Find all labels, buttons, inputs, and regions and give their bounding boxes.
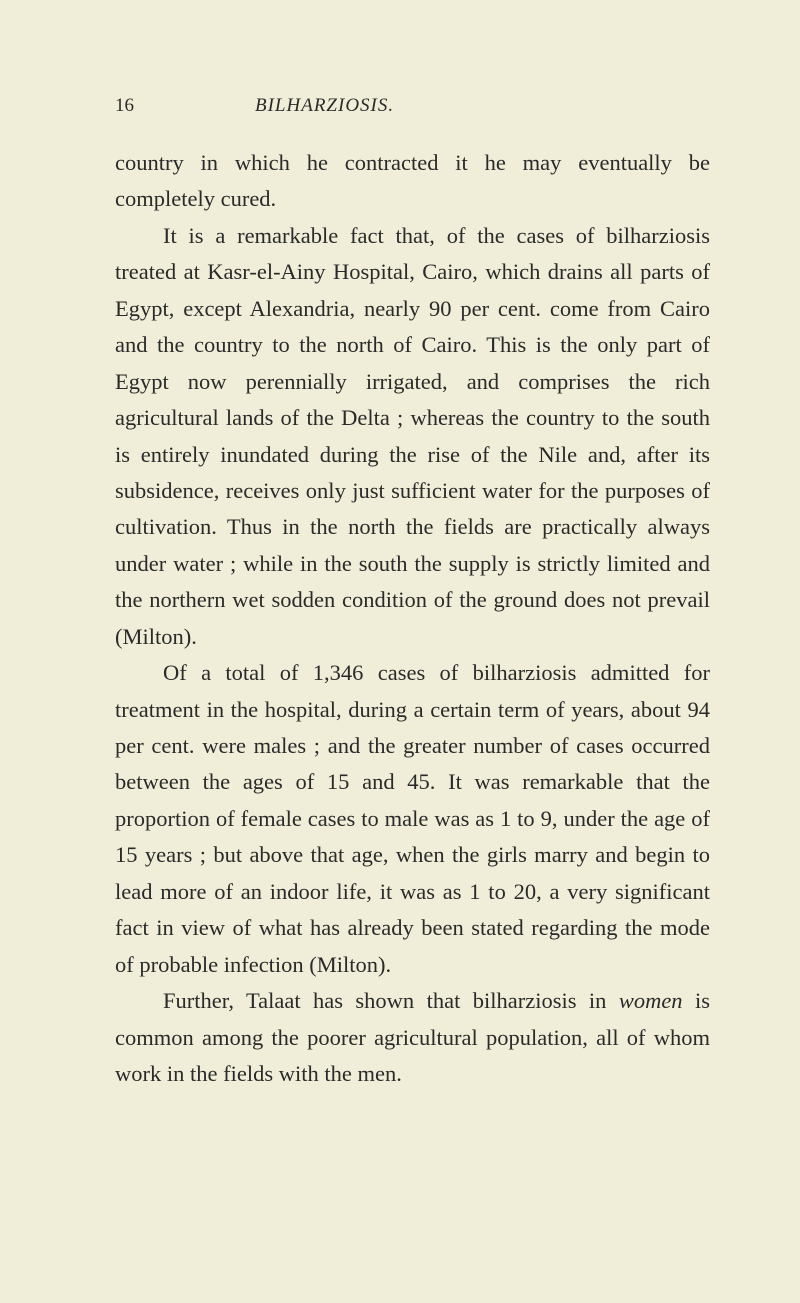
p4-prefix: Further, Talaat has shown that bilharzio… bbox=[163, 988, 619, 1013]
running-title: BILHARZIOSIS. bbox=[255, 95, 394, 117]
page-number: 16 bbox=[115, 95, 255, 117]
p4-italic: women bbox=[619, 988, 683, 1013]
page-header: 16 BILHARZIOSIS. bbox=[115, 95, 710, 117]
page-container: 16 BILHARZIOSIS. country in which he con… bbox=[0, 0, 800, 1162]
paragraph-2: It is a remarkable fact that, of the cas… bbox=[115, 218, 710, 655]
paragraph-3: Of a total of 1,346 cases of bilharziosi… bbox=[115, 655, 710, 983]
paragraph-4: Further, Talaat has shown that bilharzio… bbox=[115, 983, 710, 1092]
paragraph-1: country in which he contracted it he may… bbox=[115, 145, 710, 218]
